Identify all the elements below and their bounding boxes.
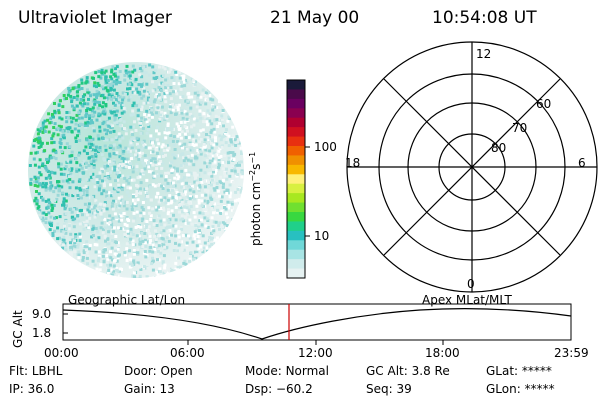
info-gain-value: 13	[159, 382, 175, 396]
mlt-label-12: 12	[476, 47, 492, 61]
colorbar-swatch	[287, 249, 305, 260]
colorbar-swatch	[287, 240, 305, 251]
unit-s: s	[249, 163, 263, 170]
info-gcalt-label: GC Alt:	[366, 364, 408, 378]
info-flt-value: LBHL	[31, 364, 63, 378]
info-dsp-value: −60.2	[275, 382, 313, 396]
unit-exp-cm: −2	[248, 169, 257, 182]
info-glat-label: GLat:	[486, 364, 519, 378]
colorbar-swatch	[287, 259, 305, 270]
xtick-0600: 06:00	[170, 346, 205, 360]
info-seq-value: 39	[396, 382, 412, 396]
colorbar-swatch	[287, 174, 305, 185]
info-glon: GLon: *****	[486, 382, 555, 396]
colorbar-swatch	[287, 127, 305, 138]
mlt-label-0: 0	[467, 277, 475, 291]
orbit-right-title: Apex MLat/MLT	[422, 293, 512, 307]
colorbar-swatch	[287, 268, 305, 279]
info-glon-label: GLon:	[486, 382, 521, 396]
info-gcalt-value: 3.8 Re	[411, 364, 450, 378]
colorbar-swatch	[287, 212, 305, 223]
unit-exp-s: −1	[248, 151, 257, 164]
info-mode: Mode: Normal	[245, 364, 329, 378]
mlt-label-6: 6	[578, 156, 586, 170]
colorbar-swatch	[287, 89, 305, 100]
info-glat-value: *****	[521, 364, 552, 378]
info-door: Door: Open	[124, 364, 193, 378]
lat-label-60: 60	[536, 97, 552, 111]
info-door-value: Open	[160, 364, 193, 378]
info-ip-value: 36.0	[27, 382, 55, 396]
xtick-0000: 00:00	[44, 346, 79, 360]
xtick-1800: 18:00	[425, 346, 460, 360]
info-glat: GLat: *****	[486, 364, 552, 378]
info-glon-value: *****	[524, 382, 555, 396]
xtick-2359: 23:59	[554, 346, 589, 360]
mlt-label-18: 18	[345, 156, 361, 170]
polar-grid	[346, 41, 598, 293]
info-flt: Flt: LBHL	[9, 364, 62, 378]
info-seq: Seq: 39	[366, 382, 412, 396]
info-door-label: Door:	[124, 364, 157, 378]
colorbar-swatch	[287, 117, 305, 128]
uv-image-disk	[28, 62, 244, 278]
orbit-yaxis-label: GC Alt	[11, 310, 25, 348]
info-seq-label: Seq:	[366, 382, 393, 396]
info-gain: Gain: 13	[124, 382, 175, 396]
colorbar-unit-label: photon cm−2s−1	[248, 152, 263, 246]
colorbar-swatch	[287, 136, 305, 147]
info-dsp: Dsp: −60.2	[245, 382, 313, 396]
colorbar-tick-10: 10	[314, 229, 330, 243]
info-mode-label: Mode:	[245, 364, 282, 378]
unit-base: photon cm	[249, 181, 263, 246]
colorbar-swatch	[287, 80, 305, 91]
colorbar-swatch	[287, 98, 305, 109]
info-gain-label: Gain:	[124, 382, 156, 396]
colorbar-swatch	[287, 183, 305, 194]
altitude-curve	[62, 308, 572, 340]
colorbar-swatch	[287, 193, 305, 204]
orbit-panel	[62, 303, 572, 345]
colorbar-swatch	[287, 230, 305, 241]
info-dsp-label: Dsp:	[245, 382, 273, 396]
colorbar-swatch	[287, 221, 305, 232]
lat-label-80: 80	[491, 141, 507, 155]
ytick-1-8: 1.8	[32, 326, 52, 340]
time-label: 10:54:08 UT	[432, 8, 537, 28]
xtick-1200: 12:00	[298, 346, 333, 360]
info-ip: IP: 36.0	[9, 382, 54, 396]
orbit-left-title: Geographic Lat/Lon	[68, 293, 186, 307]
info-ip-label: IP:	[9, 382, 24, 396]
date-label: 21 May 00	[270, 8, 360, 28]
colorbar-tick-100: 100	[314, 140, 337, 154]
info-gcalt: GC Alt: 3.8 Re	[366, 364, 450, 378]
colorbar-swatch	[287, 146, 305, 157]
ytick-9: 9.0	[32, 307, 52, 321]
colorbar-swatch	[287, 155, 305, 166]
colorbar-swatch	[287, 108, 305, 119]
colorbar-swatch	[287, 164, 305, 175]
info-mode-value: Normal	[285, 364, 329, 378]
colorbar	[286, 79, 310, 279]
colorbar-swatch	[287, 202, 305, 213]
lat-label-70: 70	[512, 121, 528, 135]
info-flt-label: Flt:	[9, 364, 28, 378]
instrument-title: Ultraviolet Imager	[18, 8, 172, 28]
